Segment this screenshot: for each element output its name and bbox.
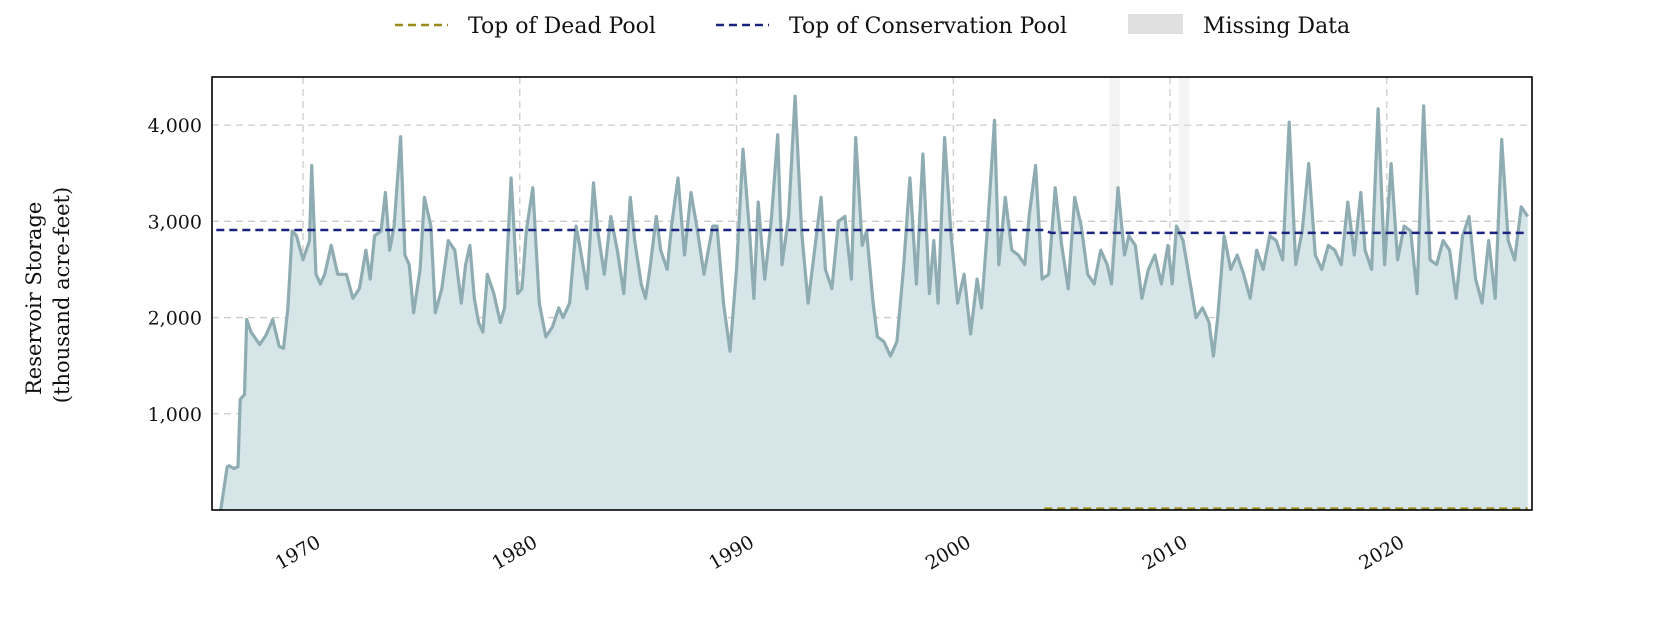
y-tick-label: 2,000 — [148, 308, 202, 330]
storage-area — [220, 96, 1528, 510]
legend-missing-label: Missing Data — [1203, 14, 1350, 39]
y-tick-label: 3,000 — [148, 211, 202, 233]
x-tick-label: 1990 — [705, 531, 758, 574]
y-tick-label: 4,000 — [148, 115, 202, 137]
storage-line — [219, 94, 1530, 511]
legend-conservation-label: Top of Conservation Pool — [789, 14, 1067, 39]
legend: Top of Dead Pool Top of Conservation Poo… — [395, 14, 1350, 39]
y-axis-title-line-1: Reservoir Storage — [22, 202, 46, 395]
x-tick-label: 2000 — [922, 531, 975, 574]
legend-missing-swatch — [1128, 14, 1183, 34]
plot-area — [216, 94, 1530, 511]
y-tick-label: 1,000 — [148, 404, 202, 426]
x-tick-label: 2010 — [1139, 531, 1192, 574]
x-tick-label: 1970 — [272, 531, 325, 574]
x-tick-label: 1980 — [488, 531, 541, 574]
legend-dead-pool-label: Top of Dead Pool — [468, 14, 656, 39]
conservation-pool-line — [216, 228, 1528, 235]
x-tick-label: 2020 — [1355, 531, 1408, 574]
y-axis-title-line-2: (thousand acre-feet) — [50, 187, 74, 403]
y-axis-title: Reservoir Storage (thousand acre-feet) — [22, 187, 74, 403]
plot-frame — [211, 76, 1533, 511]
